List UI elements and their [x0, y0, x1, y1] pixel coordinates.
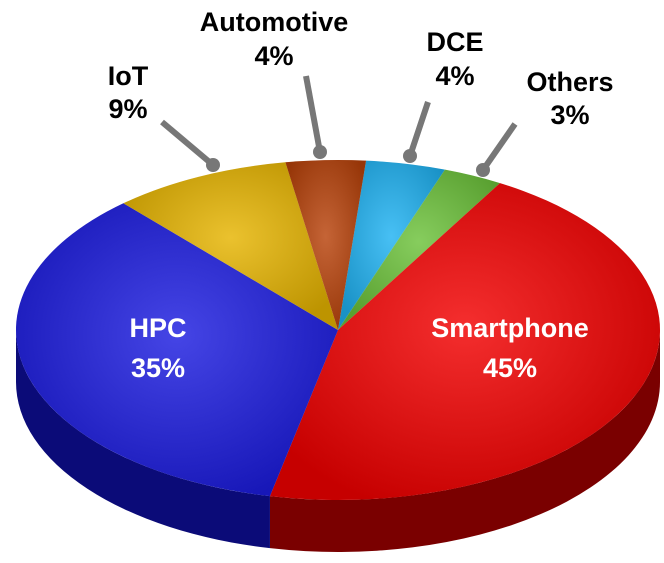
- slice-value-label: 3%: [550, 100, 589, 130]
- slice-label: HPC: [129, 313, 186, 343]
- slice-label: Automotive: [200, 7, 349, 37]
- leader-line: [160, 119, 215, 168]
- leader-dot: [313, 145, 327, 159]
- slice-shading: [285, 159, 367, 330]
- leader-dot: [476, 163, 490, 177]
- slice-value-label: 4%: [435, 61, 474, 91]
- slice-shading: [338, 160, 445, 330]
- slice-label: DCE: [426, 27, 483, 57]
- pie-side: [269, 330, 660, 552]
- slice-shading: [269, 183, 661, 501]
- pie-sides: [15, 330, 660, 552]
- slice-value-label: 4%: [254, 41, 293, 71]
- slice-label: Others: [526, 67, 613, 97]
- leader-line: [303, 75, 323, 153]
- slice-shading: [123, 162, 338, 330]
- leader-dot: [403, 149, 417, 163]
- slice-label: Smartphone: [431, 313, 589, 343]
- leader-dot: [206, 158, 220, 172]
- slice-shading: [338, 169, 500, 330]
- slice-value-label: 45%: [483, 353, 537, 383]
- leader-line: [480, 122, 518, 172]
- slice-value-label: 35%: [131, 353, 185, 383]
- slice-label: IoT: [108, 61, 149, 91]
- pie-tops: [15, 159, 661, 501]
- pie-side: [15, 330, 270, 549]
- slice-value-label: 9%: [108, 94, 147, 124]
- leader-line: [407, 101, 431, 157]
- slice-shading: [15, 203, 339, 497]
